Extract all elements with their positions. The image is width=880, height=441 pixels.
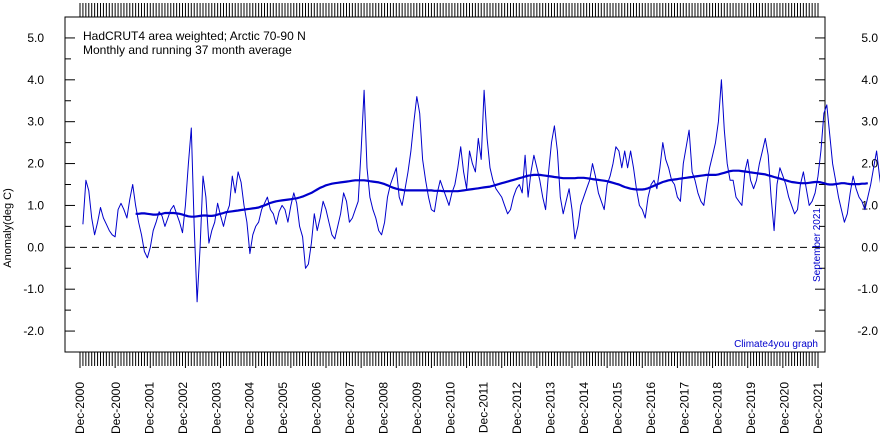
y-tick-label-left: 0.0 xyxy=(27,240,44,254)
running-average-line xyxy=(135,169,868,218)
x-tick-label: Dec-2008 xyxy=(376,382,390,434)
y-tick-label-right: -1.0 xyxy=(857,282,878,296)
x-tick-label: Dec-2020 xyxy=(778,382,792,434)
y-tick-label-right: 5.0 xyxy=(861,31,878,45)
chart-subtitle: Monthly and running 37 month average xyxy=(83,43,292,57)
y-labels-left: -2.0 -1.0 0.0 1.0 2.0 3.0 4.0 5.0 xyxy=(23,31,44,338)
x-tick-label: Dec-2006 xyxy=(310,382,324,434)
x-tick-label: Dec-2021 xyxy=(811,382,825,434)
x-tick-label: Dec-2002 xyxy=(176,382,190,434)
x-tick-label: Dec-2019 xyxy=(744,382,758,434)
x-tick-label: Dec-2003 xyxy=(209,382,223,434)
x-tick-label: Dec-2005 xyxy=(276,382,290,434)
x-tick-label: Dec-2000 xyxy=(109,382,123,434)
y-tick-label-left: 2.0 xyxy=(27,157,44,171)
y-axis-title: Anomaly(deg C) xyxy=(2,188,14,267)
x-tick-label: Dec-2012 xyxy=(510,382,524,434)
x-tick-label: Dec-2011 xyxy=(477,382,491,433)
x-tick-label: Dec-2014 xyxy=(577,382,591,434)
x-bottom-ticks xyxy=(79,352,819,368)
x-tick-label: Dec-2000 xyxy=(73,382,87,434)
series-group xyxy=(82,79,880,303)
y-tick-label-left: 3.0 xyxy=(27,115,44,129)
y-tick-label-left: 4.0 xyxy=(27,73,44,87)
x-tick-label: Dec-2017 xyxy=(677,382,691,434)
x-tick-label: Dec-2004 xyxy=(243,382,257,434)
x-tick-label: Dec-2018 xyxy=(711,382,725,434)
y-tick-label-right: 0.0 xyxy=(861,240,878,254)
x-top-ticks xyxy=(79,3,819,17)
y-tick-label-right: 4.0 xyxy=(861,73,878,87)
x-tick-label: Dec-2010 xyxy=(443,382,457,434)
x-tick-label: Dec-2001 xyxy=(142,382,156,434)
y-tick-label-right: 2.0 xyxy=(861,157,878,171)
y-ticks xyxy=(65,37,825,332)
credit-text: Climate4you graph xyxy=(734,339,818,350)
x-tick-label: Dec-2016 xyxy=(644,382,658,434)
x-labels: Dec-2000 Dec-2000 Dec-2001 Dec-2002 Dec-2003… xyxy=(73,382,825,434)
y-tick-label-right: 3.0 xyxy=(861,115,878,129)
y-tick-label-left: 5.0 xyxy=(27,31,44,45)
y-tick-label-left: -1.0 xyxy=(23,282,44,296)
y-tick-label-right: -2.0 xyxy=(857,324,878,338)
x-tick-label: Dec-2009 xyxy=(410,382,424,434)
annotation-date: September 2021 xyxy=(812,208,823,282)
x-tick-label: Dec-2013 xyxy=(544,382,558,434)
x-tick-label: Dec-2015 xyxy=(610,382,624,434)
chart-title: HadCRUT4 area weighted; Arctic 70-90 N xyxy=(83,29,306,43)
plot-frame xyxy=(64,16,826,353)
y-tick-label-left: 1.0 xyxy=(27,198,44,212)
x-tick-label: Dec-2007 xyxy=(343,382,357,434)
y-tick-label-left: -2.0 xyxy=(23,324,44,338)
